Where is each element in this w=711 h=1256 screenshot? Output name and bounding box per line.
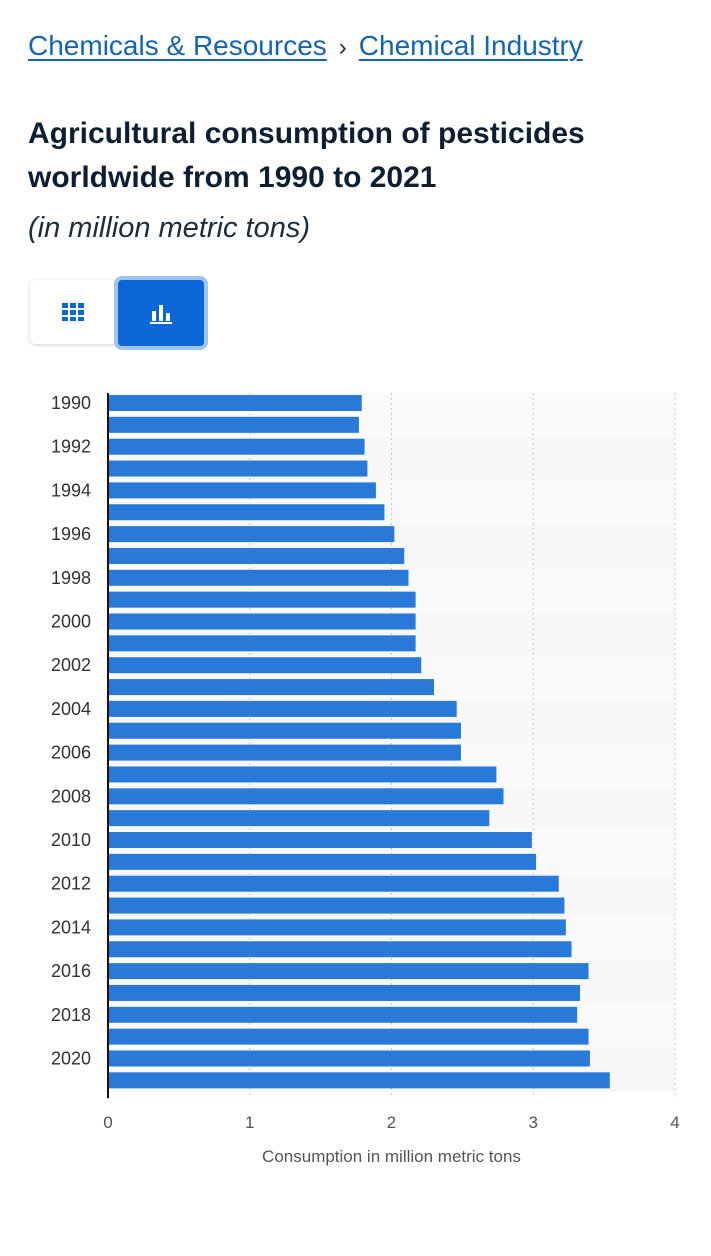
chart-x-tick-label: 0 (103, 1113, 112, 1132)
chart-bar (108, 722, 461, 739)
chart-y-tick-label: 2008 (51, 786, 91, 806)
chart-y-tick-label: 2002 (51, 655, 91, 675)
chart-bar (108, 810, 490, 827)
chart-bar (108, 613, 416, 630)
chart-bar (108, 657, 422, 674)
chart-bar (108, 460, 368, 477)
chart-y-tick-label: 2012 (51, 874, 91, 894)
chart-y-tick-label: 2016 (51, 961, 91, 981)
breadcrumb-link-chemicals-resources[interactable]: Chemicals & Resources (28, 30, 327, 61)
page-subtitle: (in million metric tons) (28, 212, 310, 244)
chart-bar (108, 438, 365, 455)
chart-y-tick-label: 2000 (51, 612, 91, 632)
chart-y-tick-label: 2004 (51, 699, 91, 719)
table-view-button[interactable] (30, 280, 116, 344)
chart-y-tick-label: 1990 (51, 393, 91, 413)
chart-bar (108, 832, 532, 848)
chart-bar (108, 679, 435, 696)
bar-chart: 1990 1992 1994 1996 1998 2000 2002 2004 2006 2008… (51, 393, 680, 1166)
chart-bar (108, 1028, 589, 1045)
chart-bar (108, 897, 565, 914)
chart-bar (108, 941, 572, 958)
chart-y-tick-label: 1998 (51, 568, 91, 588)
chart-bar (108, 635, 416, 652)
chart-bar (108, 700, 457, 717)
chart-bar (108, 416, 359, 433)
chart-y-tick-label: 2018 (51, 1005, 91, 1025)
chart-y-tick-label: 2014 (51, 917, 91, 937)
chart-x-tick-label: 3 (529, 1113, 538, 1132)
chart-y-tick-label: 2020 (51, 1049, 91, 1069)
chart-x-tick-label: 2 (387, 1113, 396, 1132)
chart-bar (108, 744, 461, 761)
chart-bar (108, 504, 385, 521)
breadcrumb: Chemicals & Resources › Chemical Industry (28, 28, 583, 66)
chart-x-tick-label: 4 (670, 1113, 679, 1132)
breadcrumb-link-chemical-industry[interactable]: Chemical Industry (358, 30, 583, 61)
chart-bar (108, 547, 405, 564)
breadcrumb-separator: › (338, 34, 347, 61)
table-grid-icon (62, 303, 84, 321)
bar-chart-icon (150, 305, 172, 324)
chart-view-button[interactable] (114, 276, 208, 350)
chart-bar (108, 984, 581, 1001)
chart-x-axis-label: Consumption in million metric tons (262, 1147, 521, 1166)
chart-y-tick-label: 2010 (51, 830, 91, 850)
chart-y-tick-label: 1994 (51, 480, 91, 500)
chart-bar (108, 395, 362, 411)
chart-bar (108, 1006, 578, 1023)
view-toggle (30, 276, 210, 350)
chart-bar (108, 963, 589, 980)
chart-bar (108, 482, 376, 499)
chart-bar (108, 919, 566, 936)
chart-bar (108, 569, 409, 586)
chart-y-tick-label: 1992 (51, 437, 91, 457)
chart-bar (108, 853, 537, 870)
chart-bar (108, 875, 559, 892)
chart-bar (108, 1050, 590, 1067)
chart-y-tick-label: 1996 (51, 524, 91, 544)
chart-x-tick-label: 1 (245, 1113, 254, 1132)
chart-bar (108, 591, 416, 608)
chart-bar (108, 788, 504, 805)
chart-y-tick-label: 2006 (51, 743, 91, 763)
page-title: Agricultural consumption of pesticides w… (28, 117, 585, 194)
chart-area: 1990 1992 1994 1996 1998 2000 2002 2004 2006 2008… (0, 380, 711, 1180)
chart-bar (108, 766, 497, 783)
chart-bar (108, 1072, 610, 1089)
chart-bar (108, 526, 395, 543)
